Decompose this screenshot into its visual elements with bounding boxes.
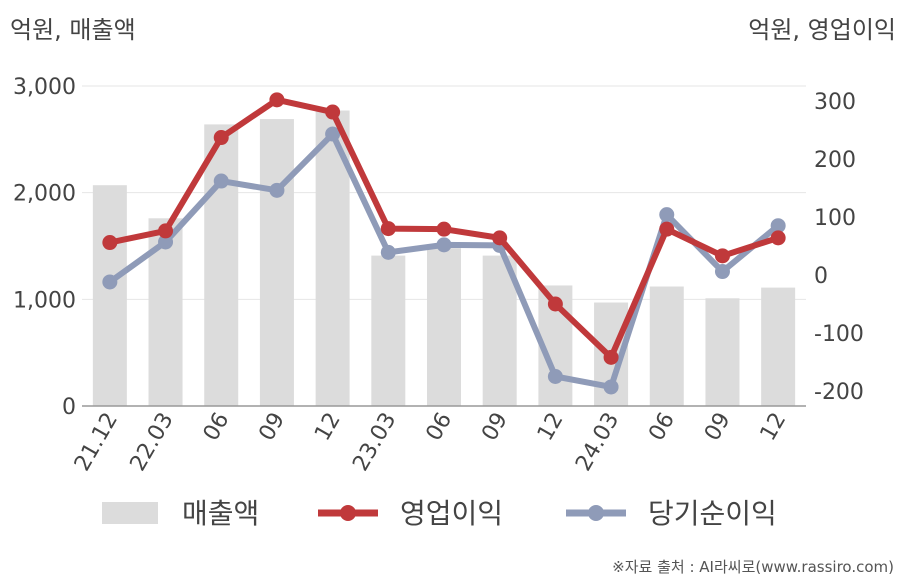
revenue-bar (761, 287, 796, 406)
legend-marker-operating-profit (340, 505, 356, 521)
legend-label-revenue: 매출액 (182, 497, 259, 530)
revenue-bar (371, 255, 406, 406)
operating-profit-point (436, 221, 452, 237)
operating-profit-point (269, 92, 285, 108)
x-tick-label: 12 (310, 409, 346, 446)
net-income-point (380, 244, 396, 260)
legend-label-net-income: 당기순이익 (648, 497, 777, 530)
net-income-point (325, 126, 341, 142)
x-tick-label: 24.03 (571, 409, 624, 476)
right-tick-label: -200 (814, 380, 864, 405)
legend-marker-net-income (588, 505, 604, 521)
x-tick-label: 21.12 (70, 409, 123, 476)
line-series (102, 92, 786, 395)
left-axis: 0 1,000 2,000 3,000 (13, 75, 76, 420)
operating-profit-point (102, 235, 118, 251)
right-tick-label: 0 (814, 264, 828, 289)
right-tick-label: 300 (814, 90, 856, 115)
right-axis: -200 -100 0 100 200 300 (814, 90, 864, 405)
left-tick-label: 0 (62, 395, 76, 420)
x-tick-label: 06 (199, 409, 235, 446)
legend-swatch-revenue (102, 502, 158, 524)
x-tick-label: 22.03 (126, 409, 179, 476)
x-tick-label: 23.03 (348, 409, 401, 476)
legend-label-operating-profit: 영업이익 (400, 497, 503, 530)
net-income-point (213, 173, 229, 189)
operating-profit-point (380, 221, 396, 237)
x-axis: 21.12 22.03 06 09 12 23.03 06 09 12 24.03 06 09 12 (70, 409, 791, 476)
net-income-point (659, 207, 675, 223)
left-unit-label: 억원, 매출액 (10, 16, 136, 44)
right-tick-label: -100 (814, 322, 864, 347)
operating-profit-point (492, 230, 508, 246)
x-tick-label: 06 (644, 409, 680, 446)
operating-profit-point (547, 296, 563, 312)
net-income-point (158, 234, 174, 250)
right-tick-label: 200 (814, 148, 856, 173)
operating-profit-point (158, 223, 174, 239)
net-income-point (603, 379, 619, 395)
revenue-bar (92, 185, 127, 406)
x-tick-label: 09 (477, 409, 513, 446)
x-tick-label: 09 (254, 409, 290, 446)
right-tick-label: 100 (814, 206, 856, 231)
source-note: ※자료 출처 : AI라씨로(www.rassiro.com) (612, 558, 894, 576)
operating-profit-point (714, 248, 730, 264)
net-income-point (102, 274, 118, 290)
revenue-bar (427, 248, 461, 406)
operating-profit-point (603, 349, 619, 365)
x-tick-label: 06 (422, 409, 458, 446)
net-income-point (547, 369, 563, 384)
operating-profit-point (659, 221, 675, 237)
right-unit-label: 억원, 영업이익 (748, 16, 896, 44)
net-income-point (436, 237, 452, 253)
legend: 매출액 영업이익 당기순이익 (102, 497, 777, 530)
left-tick-label: 1,000 (13, 288, 76, 313)
revenue-bar (204, 124, 239, 407)
revenue-bar (649, 286, 684, 406)
x-tick-label: 12 (756, 409, 792, 446)
net-income-point (770, 218, 786, 234)
revenue-bar (482, 255, 517, 406)
left-tick-label: 3,000 (13, 75, 76, 100)
left-tick-label: 2,000 (13, 182, 76, 207)
net-income-point (714, 264, 730, 280)
net-income-point (269, 182, 285, 198)
bar-series (92, 110, 796, 407)
x-tick-label: 12 (533, 409, 569, 446)
operating-profit-point (770, 230, 786, 246)
operating-profit-point (325, 104, 341, 120)
operating-profit-point (213, 130, 229, 146)
x-tick-label: 09 (700, 409, 736, 446)
revenue-bar (259, 119, 294, 407)
revenue-bar (705, 298, 740, 406)
